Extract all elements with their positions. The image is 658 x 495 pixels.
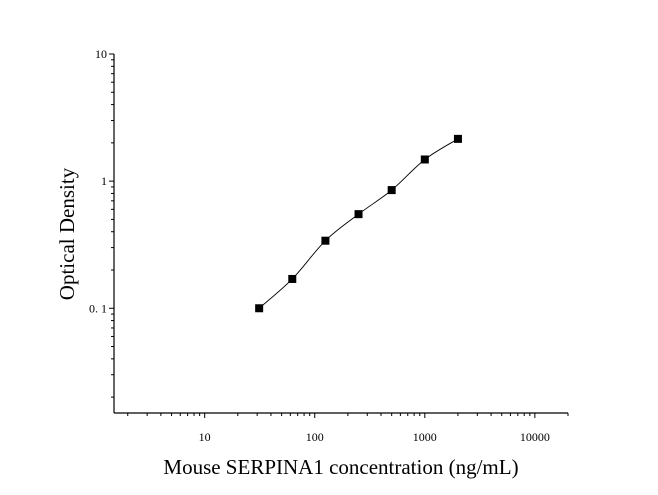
data-point xyxy=(288,274,297,283)
data-point xyxy=(255,304,264,313)
data-points xyxy=(255,134,462,313)
axes xyxy=(113,54,568,414)
y-tick-label: 0. 1 xyxy=(89,301,107,315)
y-tick-label: 10 xyxy=(95,47,107,61)
data-point xyxy=(354,210,363,219)
x-tick-label: 10 xyxy=(199,430,211,444)
y-axis-title: Optical Density xyxy=(55,167,79,300)
y-tick-label: 1 xyxy=(101,174,107,188)
data-point xyxy=(321,236,330,245)
x-tick-label: 100 xyxy=(306,430,324,444)
x-ticks: 10 100 1000 10000 xyxy=(127,413,569,444)
data-point xyxy=(420,155,429,164)
data-point xyxy=(387,186,396,195)
y-ticks: 0. 1 1 10 xyxy=(89,47,114,398)
x-axis-title: Mouse SERPINA1 concentration (ng/mL) xyxy=(163,455,518,479)
x-tick-label: 10000 xyxy=(520,430,550,444)
x-tick-label: 1000 xyxy=(413,430,437,444)
data-point xyxy=(453,134,462,143)
